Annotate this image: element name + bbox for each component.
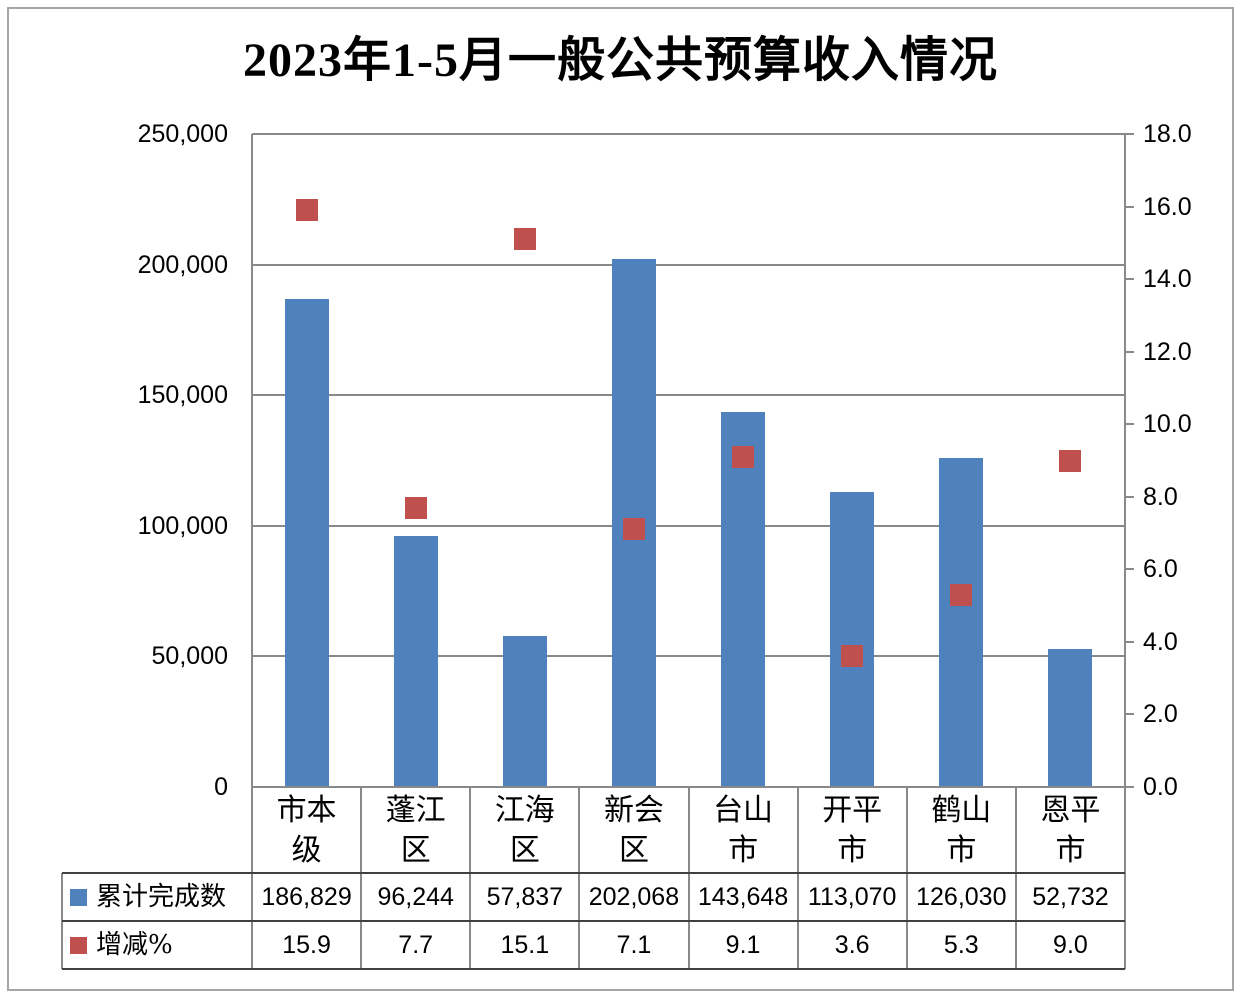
left-axis-label: 250,000 <box>137 120 228 148</box>
marker <box>950 583 973 606</box>
table-value-cell: 113,070 <box>807 883 897 911</box>
right-axis-label: 0.0 <box>1143 773 1178 801</box>
category-label: 台山 市 <box>713 793 774 868</box>
table-value-cell: 7.7 <box>398 931 434 959</box>
right-axis-tick <box>1125 133 1134 135</box>
category-label: 开平 市 <box>822 793 883 868</box>
category-label: 新会 区 <box>603 793 664 868</box>
category-label: 江海 区 <box>494 793 555 868</box>
left-axis-label: 50,000 <box>151 642 228 671</box>
marker <box>1059 449 1082 472</box>
table-value-cell: 3.6 <box>834 931 870 959</box>
table-row-line <box>62 920 1125 922</box>
table-value-cell: 7.1 <box>616 931 652 959</box>
category-label: 蓬江 区 <box>385 793 446 868</box>
legend-label: 累计完成数 <box>96 882 227 912</box>
right-axis-label: 12.0 <box>1143 337 1192 366</box>
right-axis-tick <box>1125 350 1134 353</box>
table-value-cell: 15.9 <box>282 931 331 959</box>
table-value-cell: 96,244 <box>377 883 454 911</box>
y-axis-line-left <box>251 134 253 787</box>
left-axis-label: 100,000 <box>137 511 228 540</box>
bar <box>721 411 766 787</box>
table-column-line <box>687 787 690 969</box>
right-axis-label: 8.0 <box>1143 482 1178 511</box>
right-axis-label: 16.0 <box>1143 192 1192 221</box>
bar <box>284 299 329 787</box>
plot-border-top <box>252 133 1125 135</box>
marker <box>513 228 536 251</box>
right-axis-label: 2.0 <box>1143 700 1178 729</box>
marker <box>404 496 427 519</box>
table-value-cell: 186,829 <box>261 883 352 911</box>
gridline <box>252 394 1125 397</box>
right-axis-label: 10.0 <box>1143 410 1192 439</box>
table-value-cell: 202,068 <box>588 883 680 911</box>
legend-label: 增减% <box>96 930 173 960</box>
table-value-cell: 15.1 <box>500 931 550 959</box>
right-axis-tick <box>1125 786 1134 788</box>
bar <box>393 535 438 787</box>
table-column-line <box>360 787 363 969</box>
table-row-line <box>62 872 1125 874</box>
table-value-cell: 57,837 <box>486 883 564 911</box>
right-axis-label: 6.0 <box>1143 555 1178 584</box>
category-label: 恩平 市 <box>1040 793 1101 868</box>
right-axis-tick <box>1125 568 1134 571</box>
category-label: 市本 级 <box>276 793 337 868</box>
marker <box>295 199 318 222</box>
legend-key-marker-icon <box>70 937 87 954</box>
bar <box>939 457 984 787</box>
table-row-line <box>62 968 1125 970</box>
table-column-line <box>469 787 472 969</box>
table-column-line <box>578 787 581 969</box>
gridline <box>252 263 1125 266</box>
bar <box>830 491 875 787</box>
table-value-cell: 9.0 <box>1053 931 1088 959</box>
bar <box>1048 649 1093 787</box>
category-label: 鹤山 市 <box>931 793 992 868</box>
table-column-line <box>905 787 908 969</box>
bar <box>502 635 547 787</box>
table-value-cell: 126,030 <box>916 883 1007 911</box>
chart-title: 2023年1-5月一般公共预算收入情况 <box>243 34 998 87</box>
left-axis-label: 150,000 <box>137 381 228 410</box>
gridline <box>252 655 1125 658</box>
legend-key-bar-icon <box>70 889 87 906</box>
right-axis-tick <box>1125 278 1134 281</box>
left-axis-label: 0 <box>214 773 228 801</box>
y-axis-line-right <box>1124 134 1126 787</box>
table-value-cell: 143,648 <box>697 883 789 911</box>
left-axis-label: 200,000 <box>137 250 228 279</box>
right-axis-label: 4.0 <box>1143 627 1178 656</box>
right-axis-tick <box>1125 205 1134 208</box>
right-axis-label: 18.0 <box>1143 120 1192 148</box>
table-value-cell: 5.3 <box>943 931 979 959</box>
table-value-cell: 52,732 <box>1032 883 1109 911</box>
right-axis-tick <box>1125 713 1134 716</box>
table-column-line <box>796 787 799 969</box>
gridline <box>252 524 1125 527</box>
marker <box>622 518 645 541</box>
table-column-line <box>1124 787 1126 969</box>
table-column-line <box>1014 787 1017 969</box>
right-axis-tick <box>1125 495 1134 498</box>
marker <box>732 445 755 468</box>
right-axis-label: 14.0 <box>1143 265 1192 294</box>
right-axis-tick <box>1125 640 1134 643</box>
right-axis-tick <box>1125 423 1134 426</box>
table-value-cell: 9.1 <box>725 931 761 959</box>
table-column-line <box>251 787 253 969</box>
marker <box>841 645 864 668</box>
